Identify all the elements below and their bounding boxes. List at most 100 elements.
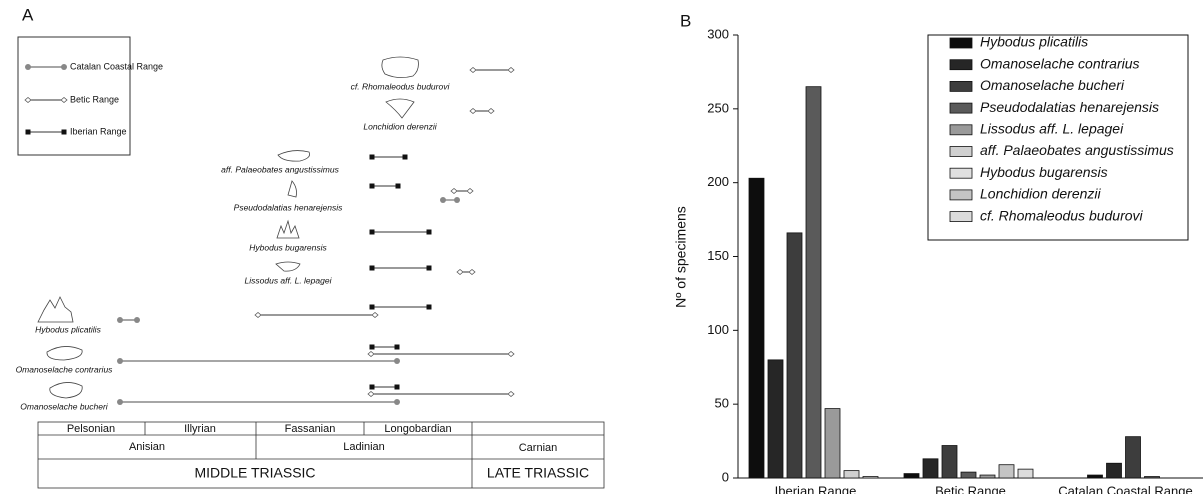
legend-swatch <box>949 211 973 223</box>
substage: Longobardian <box>384 423 451 435</box>
bar <box>1087 474 1103 479</box>
legend-box <box>17 36 131 156</box>
range-end <box>394 358 400 364</box>
y-tick-label: 100 <box>707 322 729 337</box>
y-tick-label: 50 <box>715 396 729 411</box>
range-end <box>24 96 32 104</box>
bar <box>979 474 996 479</box>
bar <box>903 473 920 479</box>
stage: Carnian <box>519 442 558 454</box>
range-end <box>394 384 400 390</box>
panel-label: B <box>680 11 691 30</box>
range-end <box>369 229 375 235</box>
range-end <box>367 350 375 358</box>
x-tick-label: Betic Range <box>935 483 1006 494</box>
bar <box>767 359 784 479</box>
legend-swatch <box>949 146 973 157</box>
range-end <box>61 64 67 70</box>
range-end <box>369 344 375 350</box>
legend-swatch <box>949 102 973 114</box>
x-tick-label: Catalan Coastal Range <box>1058 483 1192 494</box>
legend-label: Lissodus aff. L. lepagei <box>980 121 1124 137</box>
bar <box>960 471 977 479</box>
x-tick-label: Iberian Range <box>775 483 857 494</box>
legend-swatch <box>949 37 973 49</box>
range-end <box>468 268 476 276</box>
legend-label: Lonchidion derenzii <box>980 186 1102 202</box>
range-end <box>134 317 140 323</box>
range-end <box>254 311 262 319</box>
fossil-icons <box>37 56 419 399</box>
bar <box>998 464 1015 479</box>
range-end <box>426 304 432 310</box>
range-end <box>469 66 477 74</box>
range-end <box>487 107 495 115</box>
y-tick-label: 200 <box>707 174 729 189</box>
legend-label: cf. Rhomaleodus budurovi <box>980 207 1144 223</box>
legend-label: Catalan Coastal Range <box>70 61 163 71</box>
legend-label: Omanoselache contrarius <box>980 55 1140 71</box>
range-end <box>466 187 474 195</box>
legend-swatch <box>949 59 973 71</box>
bar <box>843 470 860 479</box>
legend-swatch <box>949 124 973 136</box>
range-end <box>507 390 515 398</box>
bar <box>1144 476 1160 479</box>
taxon-label: Omanoselache bucheri <box>20 401 109 411</box>
range-end <box>456 268 464 276</box>
legend-label: Hybodus plicatilis <box>980 34 1088 50</box>
range-end <box>394 399 400 405</box>
legend-swatch <box>949 81 973 92</box>
bar <box>862 476 879 479</box>
bar <box>786 232 803 479</box>
range-end <box>369 183 375 189</box>
legend-label: Pseudodalatias henarejensis <box>980 99 1159 115</box>
legend-swatch <box>949 167 973 179</box>
range-end <box>117 317 123 323</box>
legend-label: Hybodus bugarensis <box>980 164 1108 180</box>
range-end <box>61 129 67 135</box>
range-end <box>371 311 379 319</box>
bar <box>941 445 958 479</box>
legend-label: Betic Range <box>70 94 119 104</box>
stage-table <box>37 421 605 489</box>
range-end <box>426 265 432 271</box>
range-end <box>454 197 460 203</box>
y-tick-label: 300 <box>707 26 729 41</box>
range-end <box>25 64 31 70</box>
stage: Ladinian <box>343 441 385 453</box>
substage: Illyrian <box>184 423 216 435</box>
stage: Anisian <box>129 441 165 453</box>
taxon-label: Hybodus plicatilis <box>35 324 101 334</box>
range-end <box>469 107 477 115</box>
range-end <box>369 384 375 390</box>
taxon-label: cf. Rhomaleodus budurovi <box>351 81 451 91</box>
bar <box>805 86 822 479</box>
y-tick-label: 150 <box>707 248 729 263</box>
range-end <box>440 197 446 203</box>
range-end <box>507 350 515 358</box>
range-end <box>507 66 515 74</box>
range-end <box>426 229 432 235</box>
taxon-label: Omanoselache contrarius <box>16 364 114 374</box>
range-end <box>369 265 375 271</box>
taxon-label: Hybodus bugarensis <box>249 242 327 252</box>
range-end <box>369 154 375 160</box>
range-end <box>117 399 123 405</box>
taxon-label: aff. Palaeobates angustissimus <box>221 164 339 174</box>
legend-label: aff. Palaeobates angustissimus <box>980 142 1174 158</box>
y-tick-label: 250 <box>707 100 729 115</box>
series-label: MIDDLE TRIASSIC <box>194 465 315 481</box>
range-end <box>450 187 458 195</box>
substage: Fassanian <box>285 423 336 435</box>
legend-label: Omanoselache bucheri <box>980 77 1125 93</box>
panel-label: A <box>22 5 34 24</box>
range-lines <box>24 64 515 405</box>
legend-swatch <box>949 189 973 201</box>
bar <box>1125 436 1141 479</box>
bar <box>824 408 841 479</box>
range-end <box>394 344 400 350</box>
range-end <box>60 96 68 104</box>
y-tick-label: 0 <box>722 469 729 484</box>
